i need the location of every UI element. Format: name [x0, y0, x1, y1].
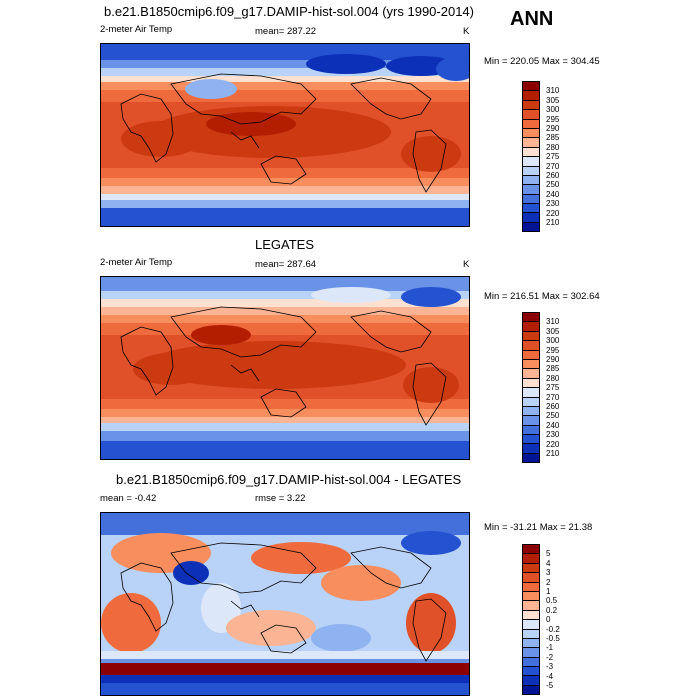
panel3-difference-plot [101, 513, 469, 695]
colorbar-level-label: 220 [546, 439, 560, 449]
panel1-map [100, 43, 470, 227]
colorbar-level-label: 210 [546, 449, 560, 458]
colorbar-level-label: 0.5 [546, 596, 558, 606]
colorbar-level-label: 0.2 [546, 605, 558, 615]
colorbar-level-label: 220 [546, 208, 560, 218]
colorbar-level-label: 310 [546, 317, 560, 327]
colorbar-level-label: 210 [546, 218, 560, 227]
colorbar-level-label: 0 [546, 615, 551, 625]
colorbar-level-label: -0.2 [546, 624, 560, 634]
colorbar-level-label: 230 [546, 430, 560, 440]
colorbar-level-label: 230 [546, 199, 560, 209]
colorbar-level-label: 275 [546, 152, 560, 162]
colorbar-level-label: 285 [546, 364, 560, 374]
colorbar-level-label: 240 [546, 420, 560, 430]
colorbar-level-label: 250 [546, 180, 560, 190]
colorbar-level-label: 300 [546, 105, 560, 115]
colorbar-level-label: 300 [546, 336, 560, 346]
colorbar-level-label: 260 [546, 171, 560, 180]
panel3-mean-label: mean = -0.42 [100, 493, 157, 504]
panel2-field-plot [101, 277, 469, 459]
colorbar-level-label: 260 [546, 402, 560, 411]
panel3-rmse-label: rmse = 3.22 [255, 493, 306, 504]
panel1-minmax-label: Min = 220.05 Max = 304.45 [484, 56, 600, 67]
panel2-minmax-label: Min = 216.51 Max = 302.64 [484, 291, 600, 302]
panel2-title: LEGATES [255, 237, 315, 252]
colorbar-level-label: -1 [546, 643, 554, 653]
panel2-colorbar: 310 305 300 295 290 285 280 275 270 260 250 240 230 2… [522, 312, 559, 464]
colorbar-level-label: -5 [546, 681, 554, 690]
panel3-minmax-label: Min = -31.21 Max = 21.38 [484, 522, 593, 533]
colorbar-level-label: 290 [546, 124, 560, 133]
colorbar-level-label: 5 [546, 549, 551, 559]
panel2-map [100, 276, 470, 460]
colorbar-swatch [522, 684, 540, 696]
panel1-title: b.e21.B1850cmip6.f09_g17.DAMIP-hist-sol.… [104, 4, 474, 19]
panel2-units-label: K [463, 259, 470, 270]
panel1-colorbar: 310 305 300 295 290 285 280 275 270 260 250 240 230 2… [522, 81, 559, 233]
panel3-title: b.e21.B1850cmip6.f09_g17.DAMIP-hist-sol.… [116, 472, 462, 487]
panel2-variable-label: 2-meter Air Temp [100, 257, 173, 268]
panel1-variable-label: 2-meter Air Temp [100, 24, 173, 35]
panel2-mean-label: mean= 287.64 [255, 259, 317, 270]
colorbar-level-label: -0.5 [546, 634, 560, 643]
colorbar-level-label: 2 [546, 577, 551, 587]
colorbar-level-label: 295 [546, 114, 560, 124]
panel3-colorbar: 5 4 3 2 1 0.5 0.2 0 -0.2 -0.5 -1 -2 -3 -4 -5 [522, 544, 560, 696]
colorbar-swatch [522, 221, 540, 233]
season-label: ANN [510, 8, 554, 30]
colorbar-level-label: 305 [546, 95, 560, 105]
colorbar-level-label: 250 [546, 411, 560, 421]
panel1-units-label: K [463, 26, 470, 37]
colorbar-level-label: 240 [546, 189, 560, 199]
colorbar-level-label: -4 [546, 671, 554, 681]
colorbar-level-label: 270 [546, 161, 560, 171]
colorbar-level-label: 285 [546, 133, 560, 143]
colorbar-level-label: 4 [546, 558, 551, 568]
panel3-map [100, 512, 470, 696]
colorbar-level-label: 310 [546, 86, 560, 96]
colorbar-level-label: 280 [546, 142, 560, 152]
colorbar-level-label: 270 [546, 392, 560, 402]
colorbar-level-label: -3 [546, 662, 554, 672]
panel1-mean-label: mean= 287.22 [255, 26, 317, 37]
colorbar-level-label: 280 [546, 373, 560, 383]
colorbar-swatch [522, 452, 540, 464]
colorbar-level-label: 3 [546, 568, 551, 578]
colorbar-level-label: -2 [546, 652, 554, 662]
colorbar-level-label: 305 [546, 326, 560, 336]
panel1-field-plot [101, 44, 469, 226]
colorbar-level-label: 1 [546, 587, 551, 596]
colorbar-level-label: 290 [546, 355, 560, 364]
colorbar-level-label: 275 [546, 383, 560, 393]
colorbar-level-label: 295 [546, 345, 560, 355]
